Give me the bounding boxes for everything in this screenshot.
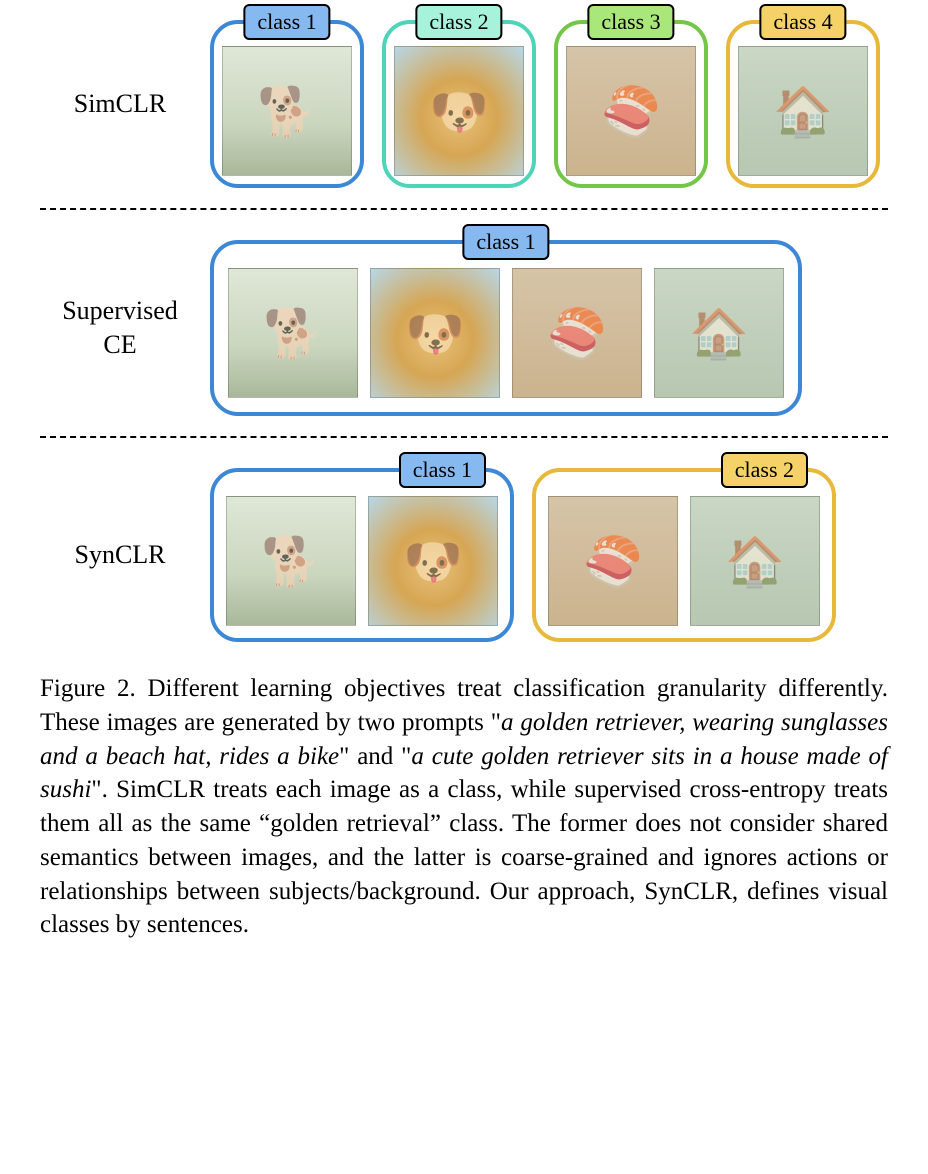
image-doghouse: 🏠 [690, 496, 820, 626]
row-simclr: SimCLR class 1🐕class 2🐶class 3🍣class 4🏠 [40, 20, 888, 188]
sushihouse-icon: 🍣 [547, 305, 607, 362]
doghouse-icon: 🏠 [689, 305, 749, 362]
separator-2 [40, 436, 888, 438]
sunglasses-icon: 🐶 [405, 305, 465, 362]
image-sunglasses: 🐶 [394, 46, 524, 176]
class-group: class 1🐕🐶🍣🏠 [210, 240, 802, 416]
bike-icon: 🐕 [257, 83, 317, 140]
image-sunglasses: 🐶 [368, 496, 498, 626]
figure-area: SimCLR class 1🐕class 2🐶class 3🍣class 4🏠 … [40, 20, 888, 642]
sunglasses-icon: 🐶 [429, 83, 489, 140]
row-label-supervised: Supervised CE [40, 294, 200, 362]
row-label-simclr: SimCLR [40, 87, 200, 121]
class-tag: class 4 [759, 4, 846, 40]
image-doghouse: 🏠 [738, 46, 868, 176]
sunglasses-icon: 🐶 [403, 533, 463, 590]
class-tag: class 1 [399, 452, 486, 488]
doghouse-icon: 🏠 [773, 83, 833, 140]
image-bike: 🐕 [226, 496, 356, 626]
sushihouse-icon: 🍣 [583, 533, 643, 590]
row-label-synclr: SynCLR [40, 538, 200, 572]
caption-mid1: " and " [339, 743, 411, 770]
doghouse-icon: 🏠 [725, 533, 785, 590]
image-sushihouse: 🍣 [512, 268, 642, 398]
class-group: class 1🐕 [210, 20, 364, 188]
row-label-supervised-l2: CE [103, 330, 136, 359]
class-group: class 1🐕🐶 [210, 468, 514, 642]
sushihouse-icon: 🍣 [601, 83, 661, 140]
row-supervised: Supervised CE class 1🐕🐶🍣🏠 [40, 240, 888, 416]
image-bike: 🐕 [222, 46, 352, 176]
image-bike: 🐕 [228, 268, 358, 398]
figure-caption: Figure 2. Different learning objectives … [40, 672, 888, 942]
separator-1 [40, 208, 888, 210]
caption-tail: ". SimCLR treats each image as a class, … [40, 776, 888, 938]
groups-simclr: class 1🐕class 2🐶class 3🍣class 4🏠 [210, 20, 888, 188]
image-sushihouse: 🍣 [548, 496, 678, 626]
class-tag: class 2 [415, 4, 502, 40]
image-sushihouse: 🍣 [566, 46, 696, 176]
bike-icon: 🐕 [263, 305, 323, 362]
bike-icon: 🐕 [261, 533, 321, 590]
image-doghouse: 🏠 [654, 268, 784, 398]
image-sunglasses: 🐶 [370, 268, 500, 398]
class-tag: class 1 [462, 224, 549, 260]
class-tag: class 3 [587, 4, 674, 40]
row-label-supervised-l1: Supervised [62, 296, 178, 325]
row-synclr: SynCLR class 1🐕🐶class 2🍣🏠 [40, 468, 888, 642]
class-group: class 3🍣 [554, 20, 708, 188]
class-tag: class 2 [721, 452, 808, 488]
groups-supervised: class 1🐕🐶🍣🏠 [210, 240, 888, 416]
class-group: class 2🐶 [382, 20, 536, 188]
class-group: class 2🍣🏠 [532, 468, 836, 642]
class-group: class 4🏠 [726, 20, 880, 188]
groups-synclr: class 1🐕🐶class 2🍣🏠 [210, 468, 888, 642]
caption-figlabel: Figure 2. [40, 675, 136, 702]
class-tag: class 1 [243, 4, 330, 40]
